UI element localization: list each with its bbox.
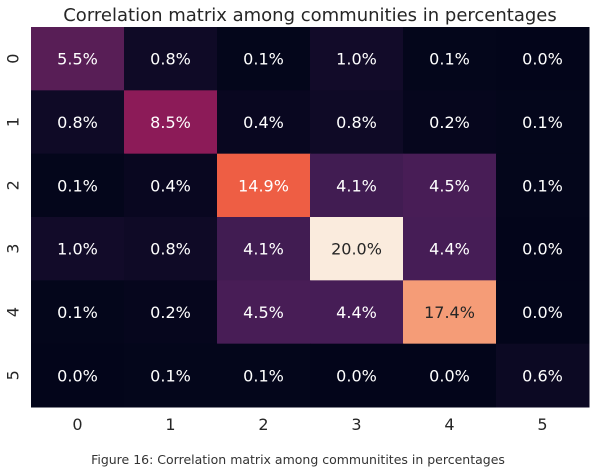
heatmap-cell (496, 217, 590, 281)
cell-value-label: 0.0% (522, 50, 563, 69)
heatmap-cell (31, 217, 125, 281)
heatmap-cell (217, 153, 311, 218)
cell-value-label: 0.2% (150, 303, 191, 322)
cell-value-label: 4.1% (243, 240, 284, 259)
x-tick-label: 2 (258, 415, 268, 434)
y-tick-label: 0 (4, 54, 23, 64)
heatmap-cell (124, 27, 218, 91)
cell-value-label: 0.1% (243, 366, 284, 385)
heatmap-cell (403, 90, 497, 155)
heatmap-cell (217, 217, 311, 281)
figure-caption: Figure 16: Correlation matrix among comm… (91, 452, 505, 467)
cell-value-label: 0.1% (243, 50, 284, 69)
heatmap-cell (310, 280, 404, 345)
cell-value-label: 1.0% (336, 50, 377, 69)
heatmap-cell (31, 280, 125, 345)
cell-value-label: 17.4% (424, 303, 475, 322)
cell-value-label: 0.8% (150, 240, 191, 259)
heatmap-cell (496, 153, 590, 218)
cell-value-label: 20.0% (331, 240, 382, 259)
cell-value-label: 0.0% (522, 240, 563, 259)
cell-value-label: 0.1% (57, 176, 98, 195)
chart-title: Correlation matrix among communities in … (63, 5, 557, 26)
cell-value-label: 4.1% (336, 176, 377, 195)
heatmap-cell (217, 27, 311, 91)
heatmap-cell (310, 27, 404, 91)
heatmap-cell (496, 280, 590, 345)
heatmap-cell (124, 90, 218, 155)
heatmap-cell (217, 90, 311, 155)
cell-value-label: 1.0% (57, 240, 98, 259)
y-tick-label: 1 (4, 117, 23, 127)
heatmap-cell (124, 343, 218, 408)
cell-value-label: 0.8% (336, 113, 377, 132)
heatmap-cell (124, 280, 218, 345)
heatmap-cell (403, 27, 497, 91)
x-tick-label: 5 (537, 415, 547, 434)
heatmap-cell (310, 217, 404, 281)
heatmap-cell (403, 343, 497, 408)
heatmap-cell (310, 90, 404, 155)
x-tick-label: 1 (165, 415, 175, 434)
x-tick-label: 4 (444, 415, 454, 434)
heatmap-cell (31, 90, 125, 155)
cell-value-label: 0.2% (429, 113, 470, 132)
heatmap-cell (31, 343, 125, 408)
heatmap-cells: 5.5% 0.8% 0.1% 1.0% 0.1% 0.0% 0.8% 8.5% 0.4% 0.8%… (31, 27, 590, 408)
cell-value-label: 0.0% (57, 366, 98, 385)
heatmap-cell (310, 343, 404, 408)
cell-value-label: 0.4% (150, 176, 191, 195)
y-tick-label: 3 (4, 244, 23, 254)
cell-value-label: 0.8% (57, 113, 98, 132)
heatmap-cell (31, 27, 125, 91)
x-axis-ticks: 0 1 2 3 4 5 (72, 415, 547, 434)
cell-value-label: 0.1% (57, 303, 98, 322)
y-axis-ticks: 0 1 2 3 4 5 (4, 54, 23, 381)
cell-value-label: 0.0% (522, 303, 563, 322)
heatmap-cell (124, 217, 218, 281)
heatmap-cell (310, 153, 404, 218)
cell-value-label: 0.1% (522, 113, 563, 132)
cell-value-label: 4.5% (429, 176, 470, 195)
heatmap-cell (496, 343, 590, 408)
x-tick-label: 3 (351, 415, 361, 434)
cell-value-label: 0.4% (243, 113, 284, 132)
cell-value-label: 5.5% (57, 50, 98, 69)
cell-value-label: 0.1% (429, 50, 470, 69)
cell-value-label: 14.9% (238, 176, 289, 195)
cell-value-label: 0.8% (150, 50, 191, 69)
heatmap-cell (217, 343, 311, 408)
heatmap-cell (31, 153, 125, 218)
heatmap-cell (403, 280, 497, 345)
y-tick-label: 4 (4, 307, 23, 317)
heatmap-cell (496, 90, 590, 155)
heatmap-cell (403, 217, 497, 281)
y-tick-label: 5 (4, 370, 23, 380)
cell-value-label: 4.5% (243, 303, 284, 322)
y-tick-label: 2 (4, 180, 23, 190)
heatmap-svg: Correlation matrix among communities in … (4, 5, 590, 434)
cell-value-label: 0.1% (522, 176, 563, 195)
heatmap-cell (403, 153, 497, 218)
cell-value-label: 0.0% (336, 366, 377, 385)
cell-value-label: 8.5% (150, 113, 191, 132)
heatmap-cell (496, 27, 590, 91)
heatmap-cell (217, 280, 311, 345)
x-tick-label: 0 (72, 415, 82, 434)
cell-value-label: 0.6% (522, 366, 563, 385)
cell-value-label: 4.4% (429, 240, 470, 259)
cell-value-label: 0.0% (429, 366, 470, 385)
cell-value-label: 4.4% (336, 303, 377, 322)
cell-value-label: 0.1% (150, 366, 191, 385)
heatmap-cell (124, 153, 218, 218)
